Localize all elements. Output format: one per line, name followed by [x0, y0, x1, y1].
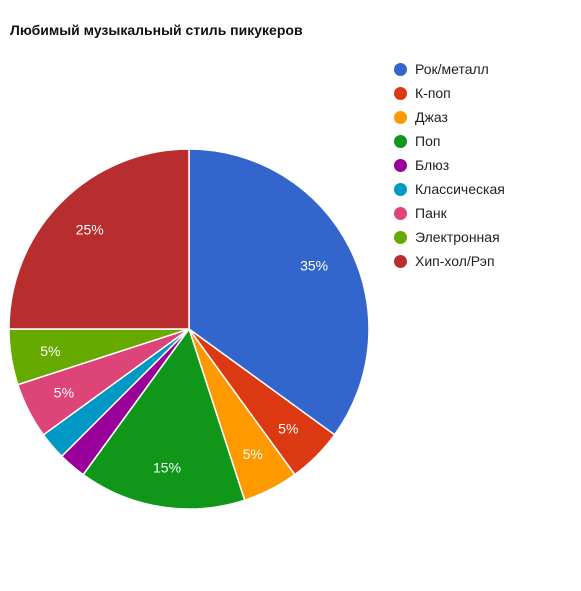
legend-label-2: Джаз: [415, 109, 448, 125]
legend-swatch-6: [394, 206, 407, 220]
legend-item-4: Блюз: [394, 153, 505, 177]
slice-data-label-0: 35%: [300, 257, 328, 273]
pie-slice-0: [188, 148, 370, 436]
slice-data-label-2: 5%: [243, 446, 263, 462]
legend-label-6: Панк: [415, 205, 447, 221]
slice-data-label-3: 15%: [153, 460, 181, 476]
legend-item-8: Хип-хол/Рэп: [394, 249, 505, 273]
legend-label-3: Поп: [415, 133, 441, 149]
legend-item-2: Джаз: [394, 105, 505, 129]
legend-item-3: Поп: [394, 129, 505, 153]
legend-item-5: Классическая: [394, 177, 505, 201]
legend-swatch-7: [394, 230, 407, 244]
pie-slice-3: [82, 327, 246, 510]
legend-label-5: Классическая: [415, 181, 505, 197]
legend-swatch-8: [394, 254, 407, 268]
slice-data-label-7: 5%: [40, 343, 60, 359]
slice-data-label-6: 5%: [54, 385, 74, 401]
legend-label-7: Электронная: [415, 229, 500, 245]
legend-item-1: К-поп: [394, 81, 505, 105]
pie-slice-8: [8, 148, 190, 330]
legend-label-4: Блюз: [415, 157, 450, 173]
legend-swatch-1: [394, 86, 407, 100]
legend-label-8: Хип-хол/Рэп: [415, 253, 495, 269]
legend-label-1: К-поп: [415, 85, 451, 101]
slice-data-label-8: 25%: [76, 222, 104, 238]
legend-swatch-0: [394, 62, 407, 76]
legend: Рок/металл К-поп Джаз Поп Блюз Классическая Па…: [394, 57, 505, 273]
legend-swatch-4: [394, 158, 407, 172]
legend-item-6: Панк: [394, 201, 505, 225]
legend-label-0: Рок/металл: [415, 61, 489, 77]
legend-swatch-5: [394, 182, 407, 196]
chart-title: Любимый музыкальный стиль пикукеров: [10, 22, 303, 38]
legend-item-7: Электронная: [394, 225, 505, 249]
slice-data-label-1: 5%: [278, 420, 298, 436]
legend-swatch-3: [394, 134, 407, 148]
legend-swatch-2: [394, 110, 407, 124]
legend-item-0: Рок/металл: [394, 57, 505, 81]
